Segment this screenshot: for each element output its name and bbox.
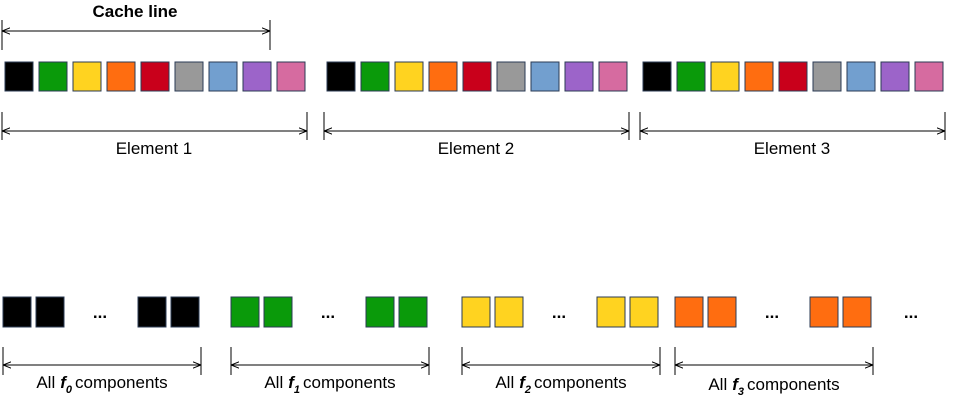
component-label: All f2 components: [495, 373, 626, 396]
component-square: [461, 296, 491, 328]
cache-square: [72, 61, 102, 92]
cache-square: [598, 61, 628, 92]
component-square: [494, 296, 524, 328]
component-square: [674, 296, 704, 328]
prefix: All: [36, 373, 55, 392]
subscript: 0: [66, 384, 73, 396]
symbol: f: [60, 373, 68, 392]
cache-square: [428, 61, 458, 92]
cache-square: [642, 61, 672, 92]
component-square: [398, 296, 428, 328]
cache-square: [846, 61, 876, 92]
component-square: [596, 296, 626, 328]
component-square: [809, 296, 839, 328]
cache-square: [564, 61, 594, 92]
cache-square: [462, 61, 492, 92]
component-square: [137, 296, 167, 328]
ellipsis: ...: [321, 303, 335, 322]
symbol: f: [519, 373, 527, 392]
subscript: 3: [738, 386, 744, 398]
suffix: components: [75, 373, 168, 392]
cache-square: [778, 61, 808, 92]
cache-square: [496, 61, 526, 92]
symbol: f: [732, 375, 740, 394]
suffix: components: [303, 373, 396, 392]
cache-square: [38, 61, 68, 92]
component-square: [263, 296, 293, 328]
suffix: components: [747, 375, 840, 394]
prefix: All: [264, 373, 283, 392]
cache-line-label: Cache line: [92, 2, 177, 21]
component-square: [365, 296, 395, 328]
component-square: [629, 296, 659, 328]
cache-square: [4, 61, 34, 92]
cache-square: [140, 61, 170, 92]
cache-square: [242, 61, 272, 92]
subscript: 1: [294, 384, 300, 396]
subscript: 2: [524, 384, 531, 396]
component-label: All f1 components: [264, 373, 395, 396]
element-label: Element 2: [438, 139, 515, 158]
ellipsis: ...: [552, 303, 566, 322]
cache-square: [676, 61, 706, 92]
cache-square: [880, 61, 910, 92]
element-label: Element 3: [754, 139, 831, 158]
cache-square: [744, 61, 774, 92]
cache-square: [530, 61, 560, 92]
component-square: [842, 296, 872, 328]
cache-square: [812, 61, 842, 92]
suffix: components: [534, 373, 627, 392]
cache-square: [914, 61, 944, 92]
cache-square: [394, 61, 424, 92]
component-square: [2, 296, 32, 328]
ellipsis: ...: [904, 303, 918, 322]
cache-square: [174, 61, 204, 92]
cache-square: [208, 61, 238, 92]
component-square: [230, 296, 260, 328]
cache-square: [710, 61, 740, 92]
ellipsis: ...: [765, 303, 779, 322]
prefix: All: [495, 373, 514, 392]
symbol: f: [288, 373, 296, 392]
component-label: All f0 components: [36, 373, 167, 396]
component-label: All f3 components: [708, 375, 839, 398]
element-label: Element 1: [116, 139, 193, 158]
cache-square: [276, 61, 306, 92]
cache-square: [326, 61, 356, 92]
component-square: [707, 296, 737, 328]
cache-square: [360, 61, 390, 92]
component-square: [170, 296, 200, 328]
cache-square: [106, 61, 136, 92]
prefix: All: [708, 375, 727, 394]
ellipsis: ...: [93, 303, 107, 322]
component-square: [35, 296, 65, 328]
